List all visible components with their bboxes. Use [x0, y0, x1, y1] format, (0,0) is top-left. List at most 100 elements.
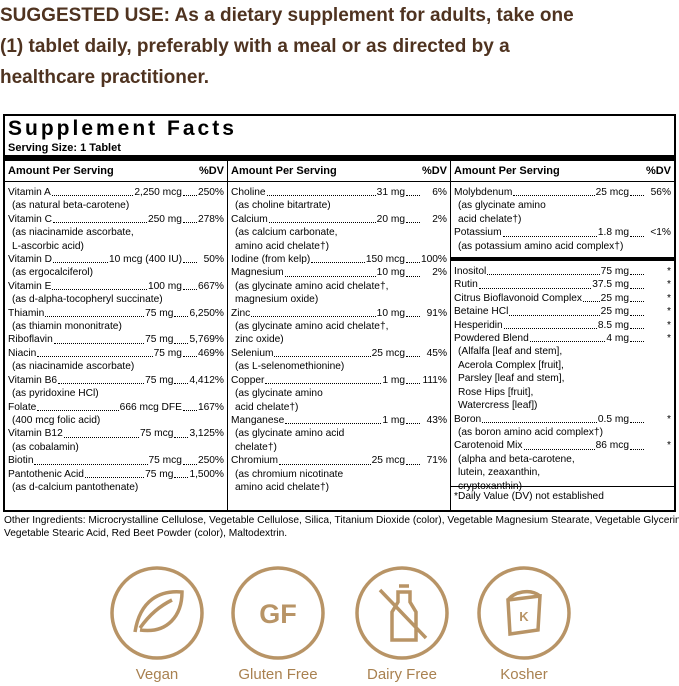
nutrient-name: Manganese: [231, 414, 285, 426]
badge-mark: GF: [259, 599, 297, 629]
badge-icons: [110, 566, 571, 660]
nutrient-dv: *: [667, 333, 671, 345]
nutrient-row: Zinc 10 mg 91% (as glycinate amino acid che…: [231, 307, 447, 347]
nutrient-row: Vitamin A 2,250 mcg 250% (as natural beta-c…: [8, 186, 224, 213]
nutrient-name: Vitamin A: [8, 187, 51, 198]
nutrient-note: acid chelate†): [458, 213, 522, 225]
facts-column: Amount Per Serving %DV Choline 31 mg 6% (as c…: [228, 161, 451, 510]
nutrient-amount: 31 mg: [376, 187, 405, 198]
header-dv: %DV: [421, 165, 447, 177]
nutrient-name: Vitamin D: [8, 254, 52, 266]
header-amount: Amount Per Serving: [8, 165, 114, 177]
nutrient-name: Choline: [231, 187, 266, 198]
nutrient-dv: 91%: [426, 307, 447, 319]
nutrient-amount: 4 mg: [606, 333, 629, 345]
nutrient-row: Manganese 1 mg 43% (as glycinate amino acid…: [231, 414, 447, 454]
nutrient-amount: 86 mcg: [595, 440, 629, 452]
leader: [630, 439, 644, 450]
nutrient-amount: 10 mg: [376, 307, 405, 319]
nutrient-note: (as d-alpha-tocopheryl succinate): [12, 294, 163, 306]
nutrient-dv: 2%: [432, 267, 447, 279]
leader: [311, 253, 365, 264]
facts-section: Choline 31 mg 6% (as choline bitartrate) Cal…: [231, 182, 447, 494]
other-ingredients: Other Ingredients: Microcrystalline Cell…: [4, 515, 679, 540]
nutrient-dv: 469%: [197, 347, 224, 359]
badge-labels: Vegan Gluten Free Dairy Free Kosher: [136, 666, 548, 683]
nutrient-note: (as L-selenomethionine): [235, 361, 345, 373]
leader: [52, 253, 108, 264]
nutrient-name: Copper: [231, 374, 265, 386]
header-dv: %DV: [198, 165, 224, 177]
nutrient-main: Vitamin B6 75 mg 4,412%: [8, 374, 224, 387]
nutrient-name: Riboflavin: [8, 334, 53, 346]
nutrient-note: (as glycinate amino: [458, 200, 546, 212]
nutrient-name: Citrus Bioflavonoid Complex: [454, 292, 582, 304]
nutrient-note: Parsley [leaf and stem],: [458, 373, 565, 385]
nutrient-name: Selenium: [231, 347, 274, 359]
nutrient-name: Pantothenic Acid: [8, 468, 84, 480]
nutrient-dv: 5,769%: [189, 334, 224, 346]
nutrient-amount: 25 mcg: [371, 347, 405, 359]
nutrient-note: (as thiamin mononitrate): [12, 321, 122, 333]
nutrient-dv: 250%: [197, 187, 224, 198]
leader: [503, 319, 597, 330]
leader: [58, 374, 145, 385]
nutrient-main: Betaine HCl 25 mg *: [454, 305, 671, 318]
nutrient-note: (as glycinate amino acid chelate†,: [235, 280, 389, 292]
leader: [630, 305, 644, 316]
nutrient-row: Citrus Bioflavonoid Complex 25 mg *: [454, 292, 671, 305]
nutrient-row: Vitamin C 250 mg 278% (as niacinamide ascor…: [8, 213, 224, 253]
leader: [509, 305, 600, 316]
leader: [406, 213, 420, 224]
nutrient-row: Hesperidin 8.5 mg *: [454, 319, 671, 332]
leader: [406, 266, 420, 277]
nutrient-note: (alpha and beta-carotene,: [458, 453, 575, 465]
leader: [52, 280, 147, 291]
badge-label: Kosher: [500, 666, 548, 683]
nutrient-dv: 45%: [426, 347, 447, 359]
nutrient-name: Betaine HCl: [454, 306, 509, 318]
nutrient-main: Potassium 1.8 mg <1%: [454, 226, 671, 239]
nutrient-dv: 71%: [426, 455, 447, 467]
nutrient-amount: 75 mg: [145, 334, 174, 346]
nutrient-main: Pantothenic Acid 75 mg 1,500%: [8, 468, 224, 481]
nutrient-main: Vitamin E 100 mg 667%: [8, 280, 224, 293]
leader: [284, 266, 376, 277]
nutrient-amount: 75 mcg: [140, 428, 174, 440]
leader: [582, 292, 600, 303]
leader: [406, 186, 420, 197]
nutrient-dv: 250%: [197, 455, 224, 467]
nutrient-dv: 6,250%: [189, 307, 224, 319]
badge-label: Vegan: [136, 666, 179, 683]
leader: [51, 186, 134, 197]
leader: [487, 265, 600, 276]
leader: [630, 278, 644, 289]
leader: [285, 414, 382, 425]
nutrient-note: lutein, zeaxanthin,: [458, 467, 541, 479]
nutrient-dv: *: [667, 279, 671, 291]
nutrient-note: chelate†): [235, 441, 277, 453]
leader: [266, 186, 376, 197]
nutrient-name: Vitamin B6: [8, 374, 58, 386]
nutrient-amount: 25 mcg: [371, 455, 405, 467]
nutrient-amount: 1 mg: [382, 374, 405, 386]
nutrient-name: Vitamin E: [8, 280, 52, 292]
nutrient-row: Vitamin E 100 mg 667% (as d-alpha-tocophery…: [8, 280, 224, 307]
nutrient-row: Rutin 37.5 mg *: [454, 278, 671, 291]
nutrient-note: (as calcium carbonate,: [235, 227, 338, 239]
nutrient-note: (as glycinate amino: [235, 388, 323, 400]
leader: [630, 413, 644, 423]
nutrient-main: Zinc 10 mg 91%: [231, 307, 447, 320]
nutrient-main: Boron 0.5 mg *: [454, 413, 671, 426]
column-header: Amount Per Serving %DV: [5, 161, 227, 182]
header-dv: %DV: [645, 165, 671, 177]
nutrient-main: Vitamin B12 75 mcg 3,125%: [8, 427, 224, 440]
nutrient-main: Copper 1 mg 111%: [231, 374, 447, 387]
nutrient-row: Molybdenum 25 mcg 56% (as glycinate amino ac…: [454, 186, 671, 226]
nutrient-name: Thiamin: [8, 307, 45, 319]
serving-size: Serving Size: 1 Tablet: [8, 142, 121, 154]
nutrient-row: Riboflavin 75 mg 5,769%: [8, 333, 224, 346]
nutrient-main: Vitamin D 10 mcg (400 IU) 50%: [8, 253, 224, 266]
nutrient-name: Carotenoid Mix: [454, 440, 523, 452]
leader: [182, 454, 197, 465]
